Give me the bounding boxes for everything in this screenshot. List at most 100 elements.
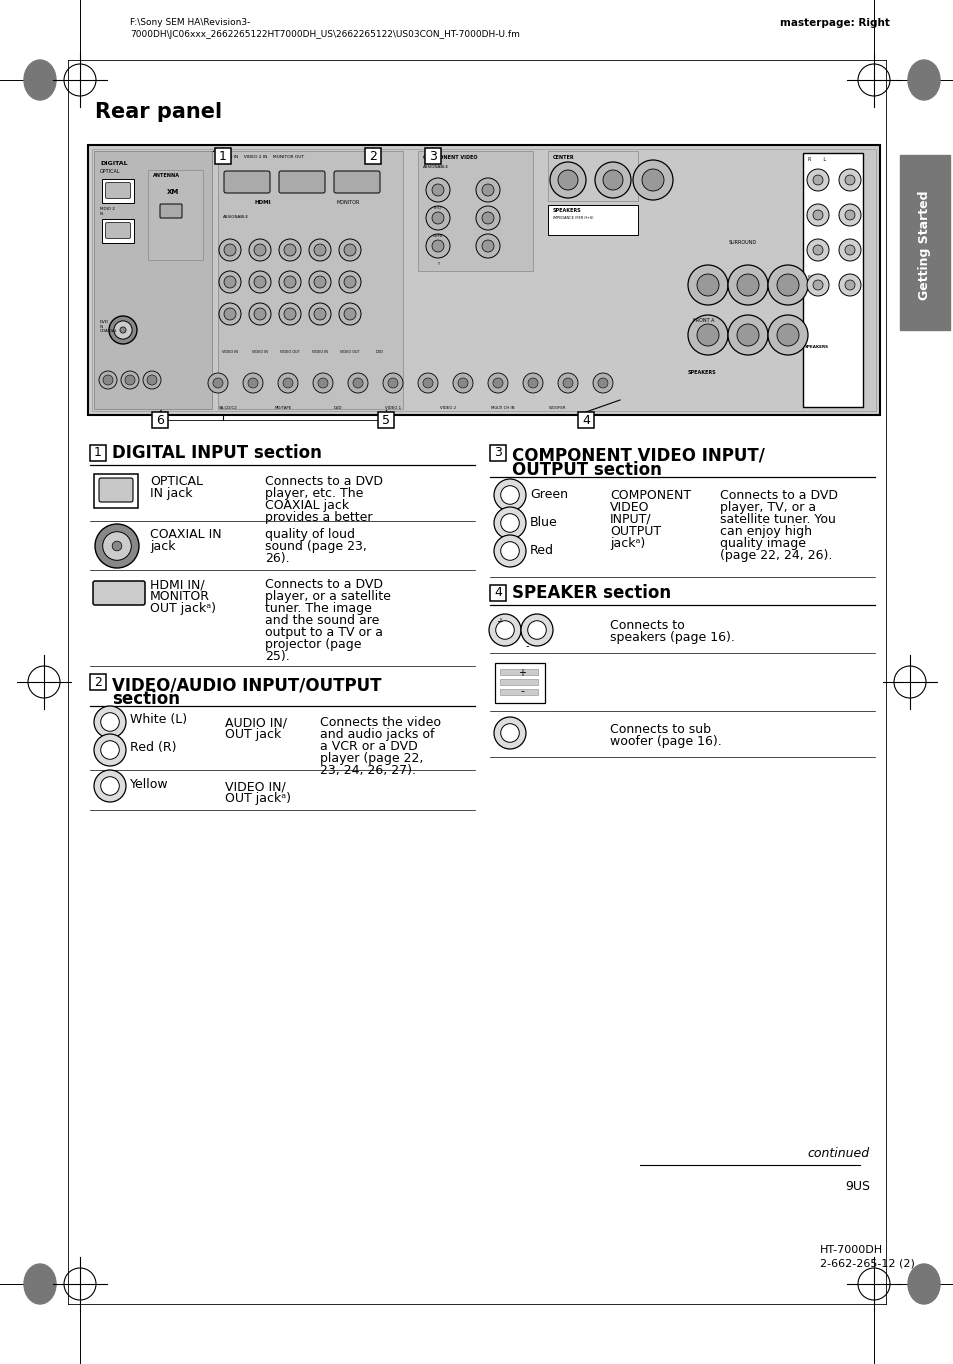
Circle shape [500,724,518,742]
Text: F:\Sony SEM HA\Revision3-: F:\Sony SEM HA\Revision3- [130,18,250,27]
Text: COMPONENT: COMPONENT [609,490,690,502]
Circle shape [806,169,828,191]
Text: player, or a satellite: player, or a satellite [265,591,391,603]
Circle shape [426,235,450,258]
Circle shape [94,734,126,767]
Text: jack: jack [150,540,175,552]
Text: DVD
IN
COAXIAL: DVD IN COAXIAL [100,321,118,333]
Text: 4: 4 [494,587,501,600]
Text: 4: 4 [581,413,589,427]
Text: and audio jacks of: and audio jacks of [319,728,434,741]
Text: FRONT B: FRONT B [807,276,825,280]
Circle shape [219,239,241,261]
Circle shape [309,303,331,325]
Circle shape [488,372,507,393]
Text: Connects to a DVD: Connects to a DVD [265,475,382,488]
FancyBboxPatch shape [224,170,270,192]
Circle shape [249,271,271,293]
Text: Green: Green [530,488,567,502]
Circle shape [432,211,443,224]
Circle shape [633,160,672,201]
Circle shape [481,240,494,252]
FancyBboxPatch shape [214,149,231,164]
Text: SURROUND: SURROUND [728,240,757,246]
Text: MULTI CH IN: MULTI CH IN [491,406,515,411]
Text: 2: 2 [369,150,376,162]
Text: HT-7000DH: HT-7000DH [820,1245,882,1255]
FancyBboxPatch shape [152,412,168,428]
Text: Red: Red [530,544,554,558]
Circle shape [388,378,397,387]
Text: Connects the video: Connects the video [319,716,440,728]
Circle shape [120,327,126,333]
Circle shape [812,175,822,186]
Circle shape [338,239,360,261]
Circle shape [348,372,368,393]
Text: +: + [496,617,503,627]
FancyBboxPatch shape [424,149,440,164]
Circle shape [219,271,241,293]
Circle shape [558,372,578,393]
Circle shape [500,486,518,505]
Text: tuner. The image: tuner. The image [265,602,372,615]
Text: Connects to sub: Connects to sub [609,723,710,737]
Text: satellite tuner. You: satellite tuner. You [720,513,835,527]
Circle shape [812,246,822,255]
Circle shape [812,280,822,291]
Circle shape [844,280,854,291]
Text: HDMI: HDMI [254,201,271,205]
Circle shape [426,177,450,202]
Text: SPEAKERS: SPEAKERS [804,345,828,349]
Text: 25).: 25). [265,651,290,663]
Text: DIGITAL: DIGITAL [100,161,128,166]
Circle shape [313,372,333,393]
Circle shape [602,170,622,190]
Circle shape [697,274,719,296]
Text: section: section [112,690,180,708]
Circle shape [213,378,223,387]
Text: masterpage: Right: masterpage: Right [780,18,889,29]
Text: VIDEO 1: VIDEO 1 [384,406,400,411]
Text: VIDEO OUT: VIDEO OUT [340,351,359,355]
Text: SA-CD/C2: SA-CD/C2 [218,406,237,411]
Circle shape [338,271,360,293]
Text: COAXIAL IN: COAXIAL IN [150,528,221,542]
Circle shape [208,372,228,393]
Circle shape [121,371,139,389]
FancyBboxPatch shape [106,222,131,239]
FancyBboxPatch shape [90,674,106,690]
Circle shape [338,303,360,325]
Circle shape [284,276,295,288]
Ellipse shape [907,60,939,100]
Circle shape [527,378,537,387]
Text: +: + [517,668,525,678]
Circle shape [697,325,719,346]
Text: Connects to a DVD: Connects to a DVD [265,578,382,591]
Circle shape [344,276,355,288]
Text: R        L: R L [807,157,825,162]
Circle shape [94,771,126,802]
Text: speakers (page 16).: speakers (page 16). [609,632,734,644]
Circle shape [101,776,119,795]
Circle shape [278,239,301,261]
Bar [218,151,402,409]
FancyBboxPatch shape [490,585,505,602]
Circle shape [767,315,807,355]
Circle shape [309,271,331,293]
Text: COMPONENT VIDEO INPUT/: COMPONENT VIDEO INPUT/ [512,447,764,465]
FancyBboxPatch shape [94,475,138,507]
Text: Pr/Cr: Pr/Cr [434,206,442,210]
Text: IMPEDANCE (PER H+S): IMPEDANCE (PER H+S) [553,216,593,220]
Bar [802,153,862,406]
Circle shape [344,308,355,321]
Text: VIDEO: VIDEO [609,501,649,514]
Ellipse shape [907,1264,939,1304]
Circle shape [224,276,235,288]
Circle shape [147,375,157,385]
Text: output to a TV or a: output to a TV or a [265,626,382,638]
Text: OUTPUT: OUTPUT [609,525,660,537]
Text: 6: 6 [156,413,164,427]
Text: SPEAKERS: SPEAKERS [553,207,581,213]
Text: Yellow: Yellow [130,777,169,791]
Text: OPTICAL: OPTICAL [100,169,120,175]
